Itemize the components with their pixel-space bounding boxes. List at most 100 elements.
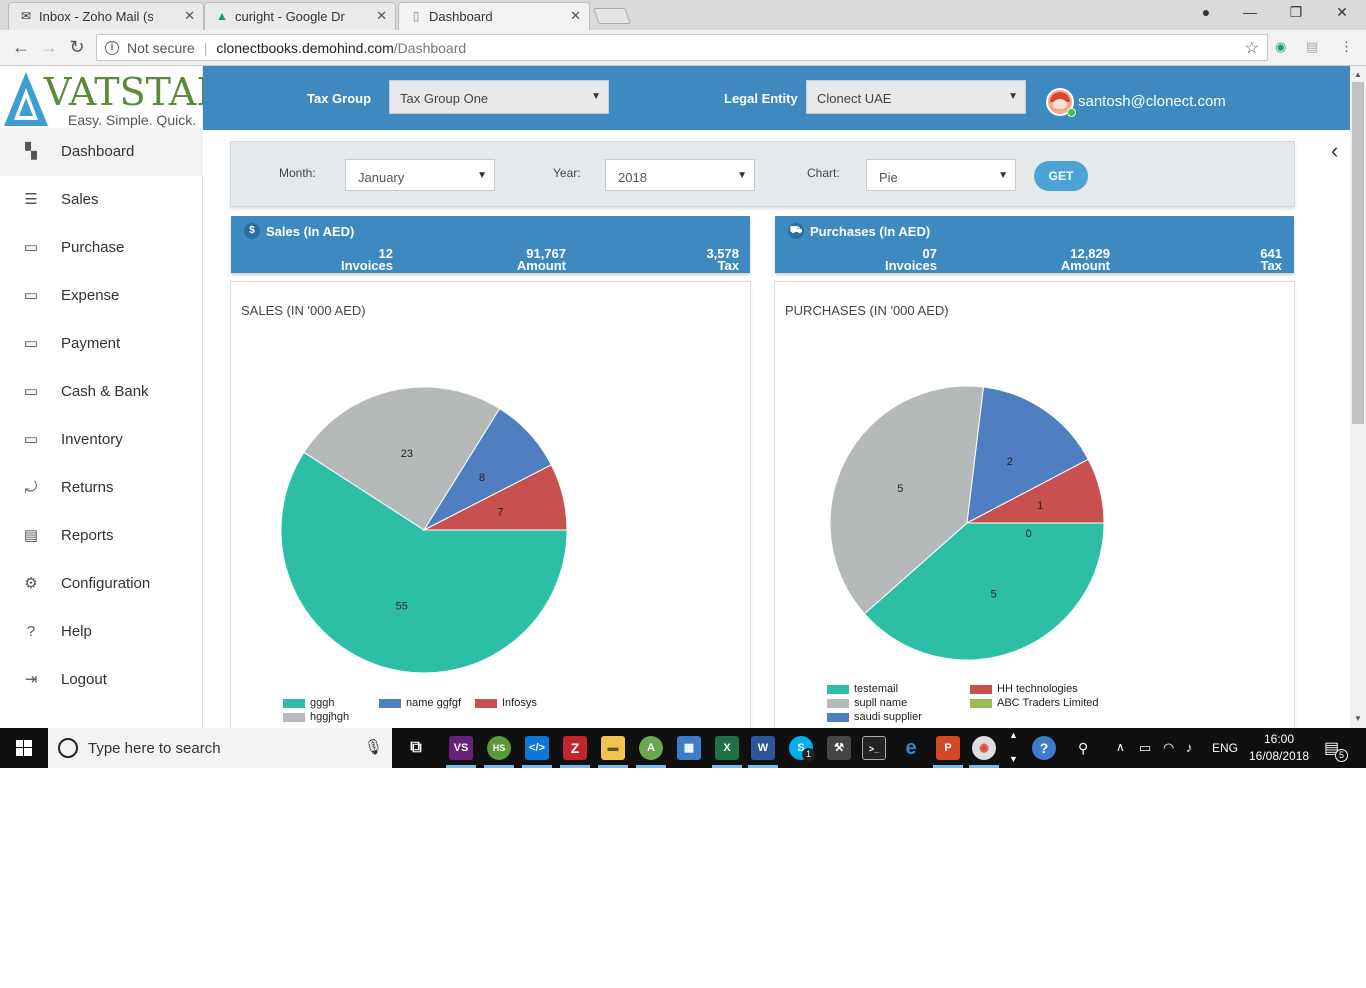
scrollbar[interactable]: ▲ ▼: [1350, 66, 1366, 728]
filezilla-icon[interactable]: Z: [563, 736, 587, 760]
terminal-icon[interactable]: >_: [862, 736, 886, 760]
pie-slice-hh-technologies[interactable]: [966, 458, 1105, 524]
browser-tab-zoho[interactable]: ✉ Inbox - Zoho Mail (santos ✕: [8, 2, 204, 30]
tray-expand-icon[interactable]: ∧: [1116, 740, 1125, 754]
profile-icon[interactable]: ●: [1201, 4, 1211, 20]
sidebar-item-returns[interactable]: ⤾ Returns: [0, 464, 203, 512]
address-bar[interactable]: i Not secure | clonectbooks.demohind.com…: [96, 34, 1268, 61]
sidebar-item-inventory[interactable]: ▭ Inventory: [0, 416, 203, 464]
network-app-icon[interactable]: ▦: [677, 736, 701, 760]
legend-swatch: [475, 698, 497, 708]
chart-type-select[interactable]: Pie ▼: [866, 159, 1016, 191]
scroll-down-icon[interactable]: ▼: [1354, 714, 1362, 723]
powerpoint-icon[interactable]: P: [936, 736, 960, 760]
chevron-down-icon[interactable]: ▼: [1009, 754, 1018, 764]
sidebar-item-expense[interactable]: ▭ Expense: [0, 272, 203, 320]
pie-slice-infosys[interactable]: [423, 464, 568, 531]
chevron-up-icon[interactable]: ▲: [1009, 730, 1018, 740]
logo-triangle-icon: [4, 72, 48, 126]
legend-item[interactable]: ABC Traders Limited: [970, 697, 1098, 709]
volume-mute-icon[interactable]: ♪: [1186, 740, 1193, 755]
legend-item[interactable]: saudi supplier: [827, 711, 922, 723]
sidebar-item-cash-bank[interactable]: ▭ Cash & Bank: [0, 368, 203, 416]
help-app-icon[interactable]: ?: [1032, 736, 1056, 760]
microphone-icon[interactable]: 🎙: [364, 739, 384, 756]
sidebar-item-logout[interactable]: ⇥ Logout: [0, 656, 203, 704]
pie-data-label: 5: [897, 483, 903, 495]
new-tab-button[interactable]: [593, 8, 631, 24]
chart-title: SALES (IN '000 AED): [241, 303, 366, 318]
word-icon[interactable]: W: [751, 736, 775, 760]
extension-icon[interactable]: ◉: [1275, 39, 1287, 54]
forward-arrow-icon[interactable]: →: [40, 37, 58, 57]
bookmark-star-icon[interactable]: ☆: [1244, 40, 1259, 57]
sidebar-item-label: Purchase: [61, 239, 125, 256]
chrome-icon[interactable]: ◉: [972, 736, 996, 760]
sidebar-item-label: Cash & Bank: [61, 383, 149, 400]
browser-tab-drive[interactable]: ▲ curight - Google Drive ✕: [204, 2, 396, 30]
back-arrow-icon[interactable]: ←: [12, 37, 30, 57]
legend-item[interactable]: supll name: [827, 697, 907, 709]
task-view-icon[interactable]: ⧉: [410, 739, 422, 756]
scroll-up-icon[interactable]: ▲: [1354, 70, 1362, 79]
tools-icon[interactable]: ⚒: [827, 736, 851, 760]
edge-icon[interactable]: e: [905, 737, 917, 759]
hs-app-icon[interactable]: HS: [487, 736, 511, 760]
logout-icon: ⇥: [24, 671, 38, 688]
menu-dots-icon[interactable]: ⋮: [1340, 39, 1353, 54]
sidebar-item-sales[interactable]: ☰ Sales: [0, 176, 203, 224]
chevron-left-icon[interactable]: ‹: [1331, 138, 1339, 163]
vscode-icon[interactable]: </>: [525, 736, 549, 760]
sidebar-item-configuration[interactable]: ⚙ Configuration: [0, 560, 203, 608]
close-icon[interactable]: ✕: [376, 8, 387, 23]
pie-slice-saudi-supplier[interactable]: [966, 386, 1089, 524]
pie-slice-hggjhgh[interactable]: [303, 386, 501, 531]
sidebar-item-purchase[interactable]: ▭ Purchase: [0, 224, 203, 272]
chart-title: PURCHASES (IN '000 AED): [785, 303, 949, 318]
pie-slice-gggh[interactable]: [280, 451, 568, 674]
legend-item[interactable]: Infosys: [475, 697, 537, 709]
extension-icon[interactable]: ▤: [1306, 39, 1319, 54]
legend-item[interactable]: hggjhgh: [283, 711, 349, 723]
start-button[interactable]: [0, 728, 48, 768]
close-icon[interactable]: ✕: [184, 8, 195, 23]
legend-item[interactable]: HH technologies: [970, 683, 1078, 695]
close-icon[interactable]: ✕: [570, 8, 581, 23]
taskbar-search-box[interactable]: Type here to search 🎙: [48, 728, 392, 768]
android-studio-icon[interactable]: A: [639, 736, 663, 760]
scrollbar-thumb[interactable]: [1352, 82, 1364, 424]
legend-item[interactable]: testemail: [827, 683, 898, 695]
avatar[interactable]: [1046, 88, 1074, 116]
pie-slice-testemail[interactable]: [863, 522, 1105, 661]
file-explorer-icon[interactable]: ▬: [601, 736, 625, 760]
window-close-button[interactable]: ✕: [1336, 4, 1348, 20]
user-email[interactable]: santosh@clonect.com: [1078, 93, 1226, 110]
battery-icon[interactable]: ▭: [1139, 740, 1152, 755]
sidebar-item-help[interactable]: ? Help: [0, 608, 203, 656]
wifi-icon[interactable]: ◠: [1163, 740, 1175, 755]
legend-item[interactable]: gggh: [283, 697, 334, 709]
reload-icon[interactable]: ↻: [69, 37, 85, 57]
people-icon[interactable]: ⚲: [1078, 740, 1089, 756]
year-select[interactable]: 2018 ▼: [605, 159, 755, 191]
sidebar-item-payment[interactable]: ▭ Payment: [0, 320, 203, 368]
legal-entity-select[interactable]: Clonect UAE ▼: [806, 80, 1026, 114]
clock-date[interactable]: 16/08/2018: [1249, 749, 1310, 763]
visual-studio-icon[interactable]: VS: [449, 736, 473, 760]
logo[interactable]: VATSTAR Easy. Simple. Quick.: [0, 66, 225, 130]
browser-tab-dashboard[interactable]: ▯ Dashboard ✕: [398, 2, 590, 30]
sidebar-item-dashboard[interactable]: ▚ Dashboard: [0, 128, 203, 176]
excel-icon[interactable]: X: [715, 736, 739, 760]
tax-group-select[interactable]: Tax Group One ▼: [389, 80, 609, 114]
month-select[interactable]: January ▼: [345, 159, 495, 191]
language-indicator[interactable]: ENG: [1212, 741, 1239, 755]
clock-time[interactable]: 16:00: [1264, 732, 1295, 746]
pie-slice-supll-name[interactable]: [829, 385, 985, 615]
info-icon[interactable]: i: [105, 40, 119, 55]
sidebar-item-reports[interactable]: ▤ Reports: [0, 512, 203, 560]
restore-button[interactable]: ❐: [1289, 4, 1303, 20]
legend-swatch: [379, 698, 401, 708]
minimize-button[interactable]: —: [1243, 4, 1257, 20]
get-button[interactable]: GET: [1034, 161, 1088, 191]
legend-item[interactable]: name ggfgf: [379, 697, 461, 709]
